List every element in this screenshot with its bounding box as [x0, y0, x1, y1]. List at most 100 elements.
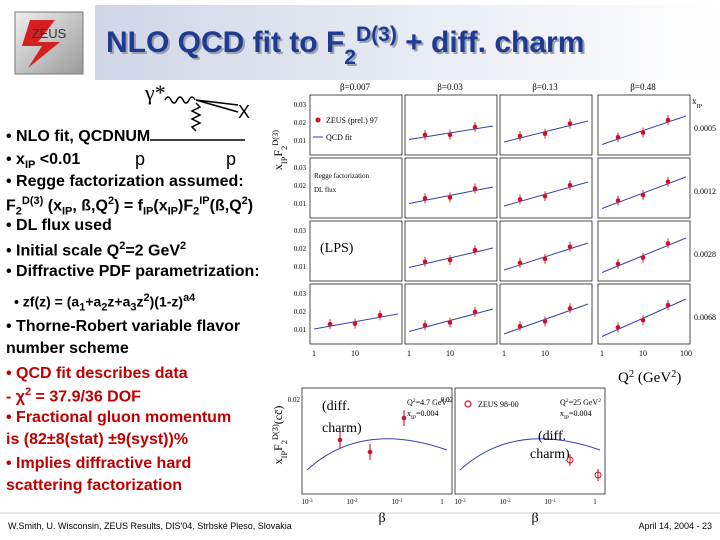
- data-point: [640, 192, 646, 198]
- note-text: DL flux: [314, 186, 337, 194]
- text-part: • Diffractive PDF parametrization:: [6, 263, 260, 280]
- data-point: [665, 117, 671, 123]
- data-point: [472, 247, 478, 253]
- data-point: [640, 130, 646, 135]
- title-shadow: NLO QCD fit to F2D(3) + diff. charm: [108, 25, 586, 71]
- text-part: =0.004: [416, 409, 439, 418]
- charm-x-label: β: [531, 511, 538, 526]
- panel: [404, 220, 498, 282]
- x-tick-label: 10-1: [544, 498, 556, 506]
- fit-curve: [503, 181, 589, 207]
- xip-value: 0.0068: [694, 313, 716, 322]
- data-point: [472, 309, 478, 315]
- charm-q2: Q2=4.7 GeV2: [407, 398, 450, 407]
- text-part: 3: [130, 301, 137, 314]
- text-part: - χ: [6, 388, 25, 406]
- y-tick-label: 0.03: [294, 101, 307, 109]
- text-part: x: [560, 409, 564, 418]
- text-part: IP: [199, 195, 210, 207]
- text-part: 2: [629, 369, 634, 380]
- text-part: 10: [346, 498, 354, 506]
- data-point: [337, 437, 343, 443]
- bullet-line: • Fractional gluon momentum: [6, 409, 231, 427]
- text-part: -2: [506, 499, 511, 504]
- bullet-line: • NLO fit, QCDNUM: [6, 128, 150, 146]
- data-point: [594, 471, 602, 479]
- text-part: (cc̄): [271, 406, 285, 425]
- y-tick-label: 0.03: [294, 290, 307, 298]
- x-tick-label: 10-2: [346, 498, 358, 506]
- text-part: D(3): [358, 25, 399, 48]
- text-part: +a: [85, 293, 102, 310]
- text-part: ): [676, 370, 681, 386]
- data-point: [665, 302, 671, 308]
- y-tick-label: 0.02: [294, 119, 307, 127]
- x-tick-label: 1: [502, 349, 506, 358]
- fit-curve: [503, 120, 589, 143]
- data-point: [447, 195, 453, 200]
- data-point: [615, 261, 621, 267]
- legend-marker: [464, 400, 472, 408]
- text-part: + diff. charm: [397, 26, 585, 59]
- xip-value: 0.0028: [694, 250, 716, 259]
- data-point: [567, 244, 573, 250]
- charm-y-label: xIPF2D(3)(cc̄): [271, 406, 289, 465]
- fit-curve: [408, 186, 494, 204]
- pomeron-line: [190, 102, 202, 132]
- data-point: [517, 133, 523, 139]
- text-part: + diff. charm: [399, 28, 587, 61]
- bullet-line: number scheme: [6, 340, 129, 358]
- text-part: 10: [454, 498, 462, 506]
- charm-label: charm): [530, 447, 570, 462]
- text-part: 2: [180, 240, 187, 252]
- data-point: [615, 325, 621, 330]
- bullet-line: F2D(3) (xIP, ß,Q2) = fIP(xIP)F2IP(ß,Q2): [6, 195, 253, 218]
- text-part: • NLO fit, QCDNUM: [6, 128, 151, 145]
- charm-label: (diff.: [322, 399, 350, 414]
- logo-bolt: [22, 20, 60, 68]
- text-part: • Initial scale Q: [6, 242, 120, 260]
- data-point: [517, 260, 523, 266]
- data-point: [377, 312, 383, 318]
- data-point: [566, 456, 574, 464]
- title: NLO QCD fit to F2D(3) + diff. charm: [106, 23, 584, 69]
- bullet-line: • Diffractive PDF parametrization:: [6, 263, 260, 281]
- bullet-line: • Thorne-Robert variable flavor: [6, 318, 240, 336]
- y-tick-label: 0.01: [294, 137, 307, 145]
- bullet-line: • xIP <0.01: [6, 151, 80, 171]
- text-part: • zf(z) = (a: [14, 293, 80, 310]
- bullet-line: • Regge factorization assumed:: [6, 173, 244, 191]
- text-part: 2: [344, 46, 356, 69]
- text-part: (x: [43, 197, 62, 215]
- panel: [597, 283, 691, 345]
- panel: [404, 94, 498, 156]
- text-part: 2: [280, 146, 289, 150]
- bullet-line: is (82±8(stat) ±9(syst))%: [6, 431, 188, 449]
- text-part: IP: [142, 205, 154, 218]
- text-part: NLO QCD fit to F: [108, 28, 346, 61]
- text-part: 2: [101, 301, 108, 314]
- text-part: scattering factorization: [6, 477, 183, 494]
- text-part: x: [692, 96, 697, 106]
- fit-curve: [408, 247, 494, 268]
- lps-label: (LPS): [320, 241, 354, 256]
- logo-text: ZEUS: [32, 26, 67, 41]
- text-part: -3: [308, 499, 313, 504]
- fit-curve: [601, 237, 687, 273]
- text-part: Q: [560, 398, 566, 407]
- bullet-line: • DL flux used: [6, 217, 112, 235]
- data-point: [447, 132, 453, 138]
- beta-label: β=0.03: [437, 82, 463, 92]
- text-part: IP: [411, 415, 416, 421]
- text-part: • Regge factorization assumed:: [6, 173, 244, 190]
- text-part: IP: [564, 415, 569, 421]
- data-point: [665, 241, 671, 246]
- data-point: [615, 134, 621, 140]
- text-part: IP: [280, 156, 289, 164]
- text-part: -1: [551, 499, 556, 504]
- panel: [404, 283, 498, 345]
- y-tick-label: 0.01: [294, 326, 307, 334]
- text-part: (ß,Q: [209, 197, 242, 215]
